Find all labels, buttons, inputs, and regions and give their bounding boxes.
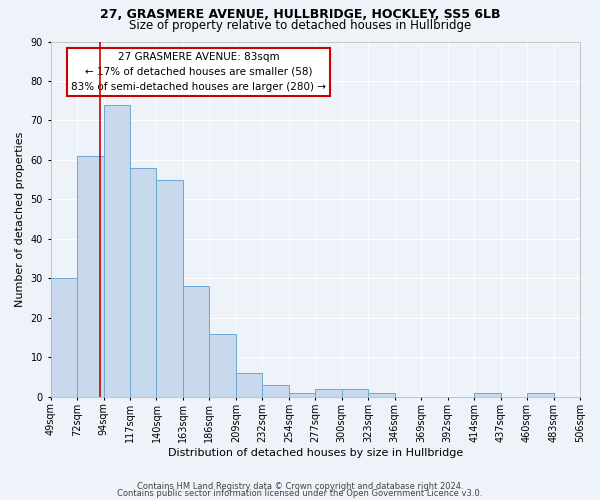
- Bar: [289, 393, 315, 397]
- Bar: [474, 393, 500, 397]
- Bar: [183, 286, 209, 397]
- Text: Size of property relative to detached houses in Hullbridge: Size of property relative to detached ho…: [129, 19, 471, 32]
- Text: Contains public sector information licensed under the Open Government Licence v3: Contains public sector information licen…: [118, 489, 482, 498]
- Bar: [342, 389, 368, 397]
- Text: Contains HM Land Registry data © Crown copyright and database right 2024.: Contains HM Land Registry data © Crown c…: [137, 482, 463, 491]
- Bar: [77, 156, 104, 397]
- Y-axis label: Number of detached properties: Number of detached properties: [15, 132, 25, 307]
- Bar: [315, 389, 342, 397]
- Bar: [50, 278, 77, 397]
- Bar: [262, 385, 289, 397]
- Bar: [209, 334, 236, 397]
- Text: 27 GRASMERE AVENUE: 83sqm
← 17% of detached houses are smaller (58)
83% of semi-: 27 GRASMERE AVENUE: 83sqm ← 17% of detac…: [71, 52, 326, 92]
- Text: 27, GRASMERE AVENUE, HULLBRIDGE, HOCKLEY, SS5 6LB: 27, GRASMERE AVENUE, HULLBRIDGE, HOCKLEY…: [100, 8, 500, 20]
- Bar: [104, 104, 130, 397]
- Bar: [157, 180, 183, 397]
- Bar: [368, 393, 395, 397]
- X-axis label: Distribution of detached houses by size in Hullbridge: Distribution of detached houses by size …: [167, 448, 463, 458]
- Bar: [130, 168, 157, 397]
- Bar: [527, 393, 554, 397]
- Bar: [236, 373, 262, 397]
